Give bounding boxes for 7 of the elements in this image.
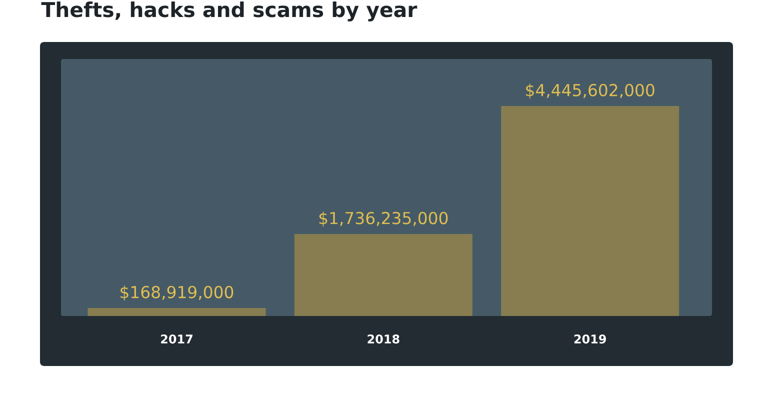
- data-label: $168,919,000: [120, 286, 234, 301]
- x-tick-label: 2019: [574, 334, 606, 344]
- data-label: $4,445,602,000: [526, 84, 654, 99]
- data-label: $1,736,235,000: [319, 212, 448, 226]
- x-tick-label: 2017: [161, 334, 192, 344]
- chart-title: Thefts, hacks and scams by year: [41, 1, 418, 22]
- x-tick-label: 2018: [368, 334, 400, 344]
